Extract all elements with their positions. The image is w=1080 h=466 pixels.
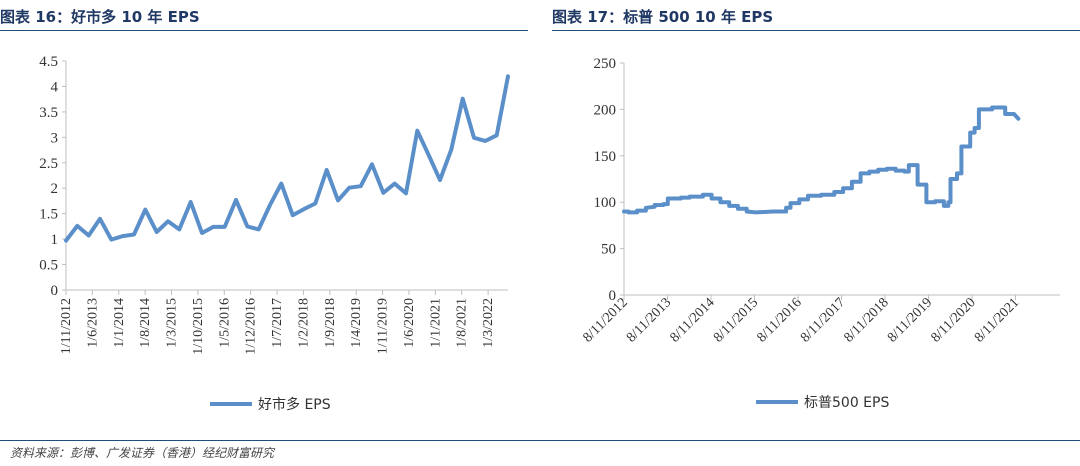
x-tick-label: 1/1/2021	[428, 298, 443, 348]
x-tick-label: 1/8/2014	[138, 298, 153, 348]
x-tick-label: 8/11/2015	[711, 295, 761, 345]
costco-eps-chart-panel: 0 0.5 1 1.5 2 2.5 3 3.5 4 4.5 1/11/2012 1/6/2013 1/1…	[0, 34, 528, 434]
x-tick-label: 1/5/2016	[217, 298, 232, 348]
x-tick-label: 1/8/2021	[455, 298, 470, 348]
y-tick-label: 3.5	[39, 105, 58, 121]
y-tick-label: 50	[601, 242, 616, 258]
right-chart-header: 图表 17：标普 500 10 年 EPS	[552, 0, 1080, 31]
source-footer: 资料来源：彭博、广发证券（香港）经纪财富研究	[0, 440, 1080, 460]
y-tick-label: 3	[51, 130, 59, 146]
right-chart-title: 图表 17：标普 500 10 年 EPS	[552, 8, 774, 26]
x-tick-label: 8/11/2020	[928, 295, 978, 345]
x-tick-label: 1/9/2018	[323, 298, 338, 348]
y-tick-label: 2.5	[39, 156, 58, 172]
y-tick-label: 1.5	[39, 207, 58, 223]
source-note: 资料来源：彭博、广发证券（香港）经纪财富研究	[10, 446, 275, 460]
x-tick-label: 1/11/2019	[376, 298, 391, 354]
left-chart-title: 图表 16：好市多 10 年 EPS	[0, 8, 200, 26]
x-tick-label: 1/3/2015	[165, 298, 180, 348]
x-tick-label: 1/10/2015	[191, 298, 206, 355]
y-tick-label: 100	[594, 195, 617, 211]
legend-label: 好市多 EPS	[258, 396, 331, 413]
y-tick-label: 2	[51, 181, 59, 197]
y-tick-label: 4	[51, 79, 59, 95]
y-tick-label: 0	[609, 288, 617, 304]
x-tick-label: 8/11/2018	[841, 295, 891, 345]
y-tick-label: 1	[51, 232, 59, 248]
x-tick-label: 1/7/2017	[270, 298, 285, 348]
x-tick-label: 1/6/2020	[402, 298, 417, 348]
left-chart-header: 图表 16：好市多 10 年 EPS	[0, 0, 528, 31]
y-tick-label: 250	[594, 56, 617, 72]
y-tick-label: 0	[51, 283, 59, 299]
x-tick-label: 8/11/2012	[580, 295, 630, 345]
x-tick-label: 8/11/2021	[972, 295, 1022, 345]
y-tick-label: 0.5	[39, 258, 58, 274]
y-tick-label: 150	[594, 149, 617, 165]
sp500-eps-chart: 0501001502002508/11/20128/11/20138/11/20…	[580, 56, 1060, 411]
x-tick-label: 1/4/2019	[349, 298, 364, 348]
x-tick-label: 8/11/2016	[754, 295, 804, 345]
x-tick-label: 1/11/2012	[59, 298, 74, 354]
x-tick-label: 8/11/2014	[667, 295, 717, 345]
x-tick-label: 8/11/2017	[798, 295, 848, 345]
costco-eps-chart: 0 0.5 1 1.5 2 2.5 3 3.5 4 4.5 1/11/2012 1/6/2013 1/1…	[39, 54, 510, 413]
y-tick-label: 200	[594, 102, 617, 118]
x-tick-label: 1/2/2018	[296, 298, 311, 348]
x-tick-label: 8/11/2019	[885, 295, 935, 345]
sp500-eps-chart-panel: 0 50 100 150 200 250 8/11/2012 8/11/2013 8/11/20…	[552, 34, 1080, 434]
legend-label: 标普500 EPS	[804, 395, 889, 411]
x-tick-label: 1/12/2016	[244, 298, 259, 355]
series-line	[622, 105, 1021, 215]
y-tick-label: 4.5	[39, 54, 58, 70]
x-tick-label: 8/11/2013	[624, 295, 674, 345]
x-tick-label: 1/1/2014	[112, 298, 127, 348]
series-line	[64, 74, 510, 243]
x-tick-label: 1/3/2022	[481, 298, 496, 348]
x-tick-label: 1/6/2013	[85, 298, 100, 348]
